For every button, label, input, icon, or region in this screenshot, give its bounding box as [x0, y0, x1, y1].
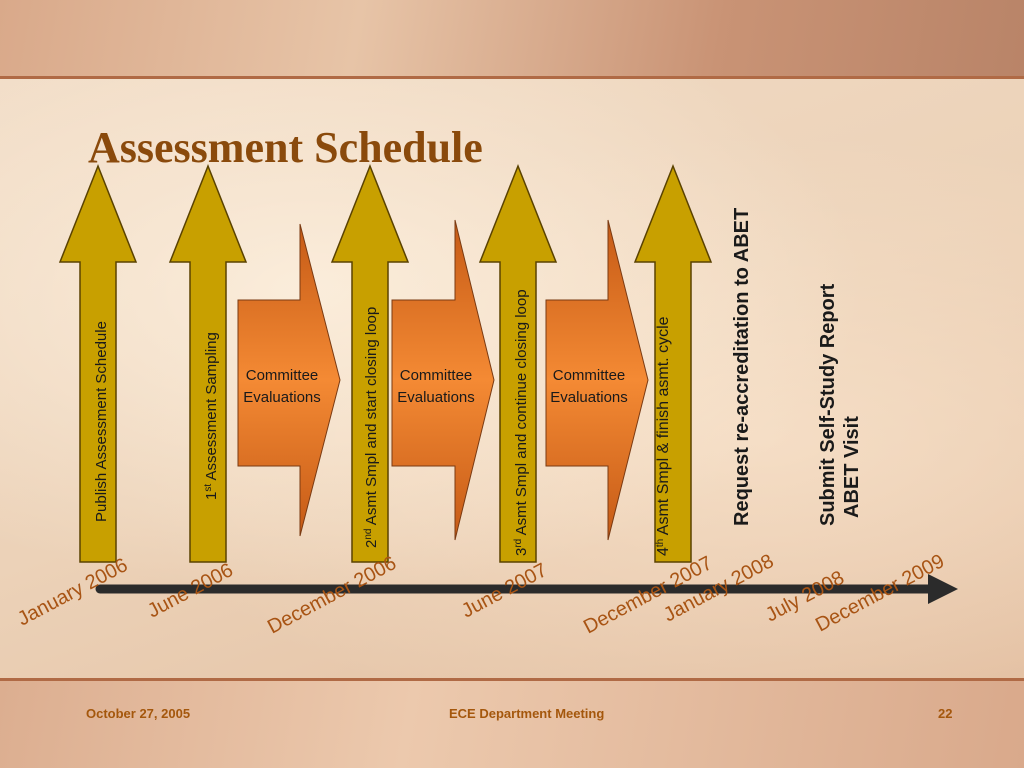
evaluation-chevron-2: Committee Evaluations [391, 219, 495, 541]
milestone-label: 4th Asmt Smpl & finish asmt. cycle [655, 316, 673, 556]
evaluation-label-line2: Evaluations [243, 389, 321, 406]
footer-page-number: 22 [938, 706, 953, 721]
milestone-arrow-4: 3rd Asmt Smpl and continue closing loop [478, 163, 558, 563]
header-divider [0, 76, 1024, 79]
evaluation-label-line2: Evaluations [397, 389, 475, 406]
event-request-label: Request re-accreditation to ABET [731, 208, 753, 526]
milestone-label: 1st Assessment Sampling [203, 332, 221, 500]
evaluation-chevron-3: Committee Evaluations [545, 219, 649, 541]
timeline-date: December 2006 [264, 552, 400, 638]
milestone-label: 3rd Asmt Smpl and continue closing loop [513, 289, 531, 556]
milestone-label: Publish Assessment Schedule [93, 321, 110, 522]
timeline-arrow [95, 574, 958, 604]
milestone-arrow-5: 4th Asmt Smpl & finish asmt. cycle [633, 163, 713, 563]
milestone-arrow-2: 1st Assessment Sampling [168, 163, 248, 563]
evaluation-label-line2: Evaluations [550, 389, 628, 406]
evaluation-label-line1: Committee [400, 367, 473, 384]
evaluation-chevron-1: Committee Evaluations [237, 223, 341, 537]
milestone-label: 2nd Asmt Smpl and start closing loop [363, 307, 381, 548]
footer-meeting: ECE Department Meeting [449, 706, 605, 721]
footer-divider [0, 678, 1024, 681]
footer-band [0, 681, 1024, 768]
event-submit-label: Submit Self-Study Report [817, 283, 839, 526]
footer-date: October 27, 2005 [86, 706, 191, 721]
evaluation-label-line1: Committee [553, 367, 626, 384]
milestone-arrow-3: 2nd Asmt Smpl and start closing loop [330, 163, 410, 563]
evaluation-label-line1: Committee [246, 367, 319, 384]
event-visit-label: ABET Visit [841, 416, 863, 518]
header-band [0, 0, 1024, 78]
slide-title: Assessment Schedule [88, 123, 483, 172]
milestone-arrow-1: Publish Assessment Schedule [58, 163, 138, 563]
